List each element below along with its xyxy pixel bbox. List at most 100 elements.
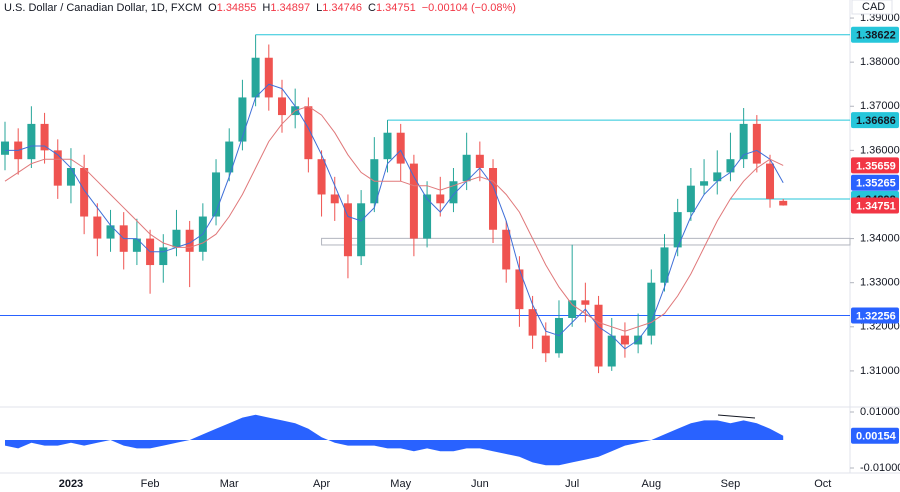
header-item: 1.34897 [270,2,310,14]
candle-body [686,185,695,213]
candle-body [40,123,49,151]
header-item: 1.34751 [376,2,416,14]
candle-body [357,203,366,257]
oscillator-area [5,414,784,466]
ma-label-box [851,174,899,191]
y-tick-label: 1.34000 [860,232,900,244]
header-item: U.S. Dollar / Canadian Dollar, 1D, FXCM [4,2,202,14]
candle-body [739,123,748,160]
x-tick-label: Oct [814,478,831,490]
candle-body [779,200,788,206]
candle-body [581,300,590,305]
candle-body [66,168,75,186]
last-price-label-box [851,197,899,214]
candle-body [752,123,761,164]
x-tick-label: May [390,478,411,490]
candle-body [541,335,550,354]
header-item: O [208,2,217,14]
level-label-box [851,26,899,43]
ma-label: 1.35265 [856,178,896,190]
level-label-box [851,307,899,324]
chart-header: U.S. Dollar / Canadian Dollar, 1D, FXCM O… [4,2,516,14]
x-tick-label: Sep [721,478,741,490]
currency-box [851,0,893,15]
y-tick-label: 1.33000 [860,277,900,289]
ma-label-box [851,157,899,174]
candle-body [607,335,616,367]
y-tick-label: -0.01000 [860,462,900,474]
x-tick-label: Aug [642,478,662,490]
candle-body [713,172,722,182]
candle-body [172,229,181,248]
candle-body [528,309,537,336]
level-label: 1.38622 [856,30,896,42]
x-tick-label: Feb [141,478,160,490]
candle-body [185,229,194,252]
candle-body [80,168,89,217]
candle-body [766,163,775,199]
candle-body [489,168,498,230]
header-item: L [316,2,322,14]
currency-label: CAD [862,1,885,13]
last-price-label: 1.34751 [856,200,896,212]
divergence-line [717,414,756,419]
candle-body [1,141,9,155]
header-item: −0.00104 (−0.08%) [422,2,516,14]
candle-body [700,181,709,186]
zone [321,237,851,246]
x-tick-label: Jul [565,478,579,490]
x-tick-label: Jun [471,478,489,490]
candle-body [647,282,656,336]
y-tick-label: 1.39000 [860,12,900,24]
header-item: 1.34746 [322,2,362,14]
candle-body [93,216,102,239]
level-label: 1.32256 [856,310,896,322]
candle-body [475,154,484,169]
header-item: C [368,2,376,14]
level-label: 1.36686 [856,115,896,127]
ma-label: 1.35659 [856,160,896,172]
level-label-box [851,112,899,129]
candle-body [660,247,669,283]
candle-body [423,194,432,239]
candle-body [106,225,115,239]
candle-body [343,203,352,257]
candle-body [396,132,405,164]
y-tick-label: 0.01000 [860,406,900,418]
candle-body [436,194,445,204]
candle-body [462,154,471,182]
oscillator-label: 0.00154 [856,431,897,443]
x-tick-label: Apr [313,478,330,490]
x-tick-label: Mar [220,478,239,490]
candle-body [502,229,511,270]
x-tick-label: 2023 [59,478,83,490]
y-tick-label: 1.32000 [860,321,900,333]
y-tick-label: 1.37000 [860,100,900,112]
candle-body [225,141,234,173]
header-item: H [262,2,270,14]
oscillator-label-box [851,427,899,444]
candle-body [594,304,603,367]
candle-body [330,194,339,204]
candle-body [568,300,577,318]
header-item: 1.34855 [217,2,257,14]
moving-average [4,105,784,332]
candle-body [53,150,62,186]
candle-body [159,247,168,266]
candle-body [277,97,286,116]
candle-body [726,159,735,173]
candle-body [317,159,326,195]
candle-body [304,106,313,160]
candle-body [515,269,524,310]
candle-body [383,132,392,160]
candle-body [409,163,418,239]
candle-body [251,57,260,98]
candle-body [238,97,247,142]
moving-average [5,83,784,350]
candle-body [212,172,221,217]
candle-body [449,181,458,204]
candle-body [673,212,682,248]
candle-body [264,57,273,98]
